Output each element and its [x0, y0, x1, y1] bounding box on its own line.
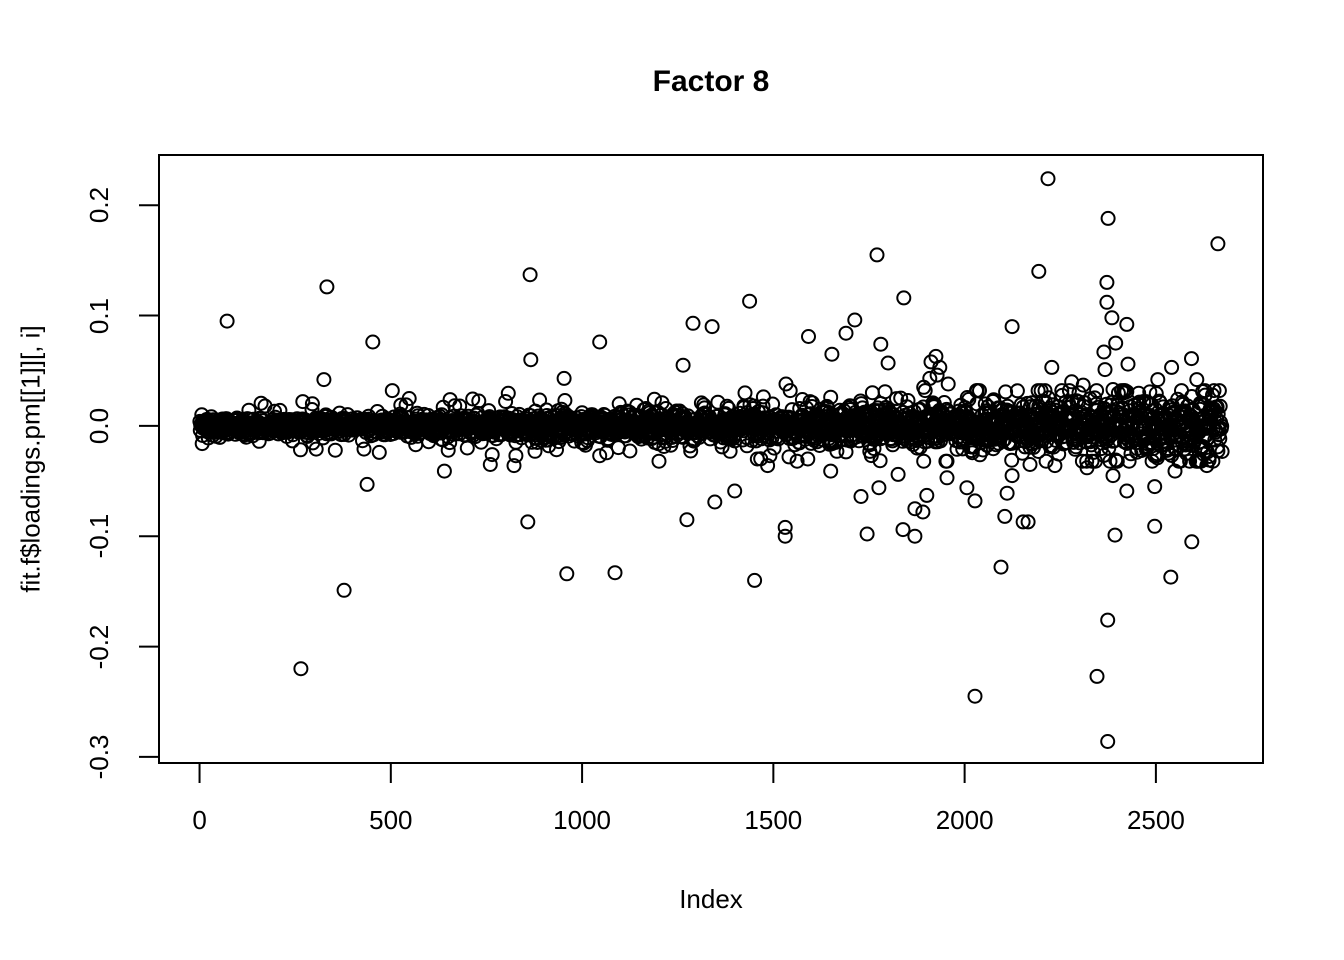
- plot-border: [158, 154, 1264, 764]
- y-tick-label: 0.1: [84, 297, 114, 334]
- y-tick-label: -0.2: [84, 624, 114, 669]
- y-axis-ticks: [139, 204, 159, 758]
- x-tick-label: 0: [192, 805, 207, 835]
- x-tick-label: 2000: [935, 805, 994, 835]
- x-tick-label: 1500: [744, 805, 803, 835]
- y-tick-label: 0.0: [84, 407, 114, 444]
- y-tick-label: 0.2: [84, 187, 114, 224]
- x-axis-label: Index: [679, 884, 743, 914]
- y-axis-label: fit.f$loadings.pm[[1]][, i]: [15, 325, 46, 593]
- x-tick-label: 2500: [1126, 805, 1185, 835]
- y-tick-label: -0.3: [84, 734, 114, 780]
- data-points: [192, 171, 1230, 749]
- x-tick-label: 500: [369, 805, 413, 835]
- x-axis-ticks: [198, 763, 1157, 783]
- x-tick-label: 1000: [553, 805, 611, 835]
- y-tick-label: -0.1: [84, 513, 114, 559]
- chart-title: Factor 8: [652, 65, 770, 98]
